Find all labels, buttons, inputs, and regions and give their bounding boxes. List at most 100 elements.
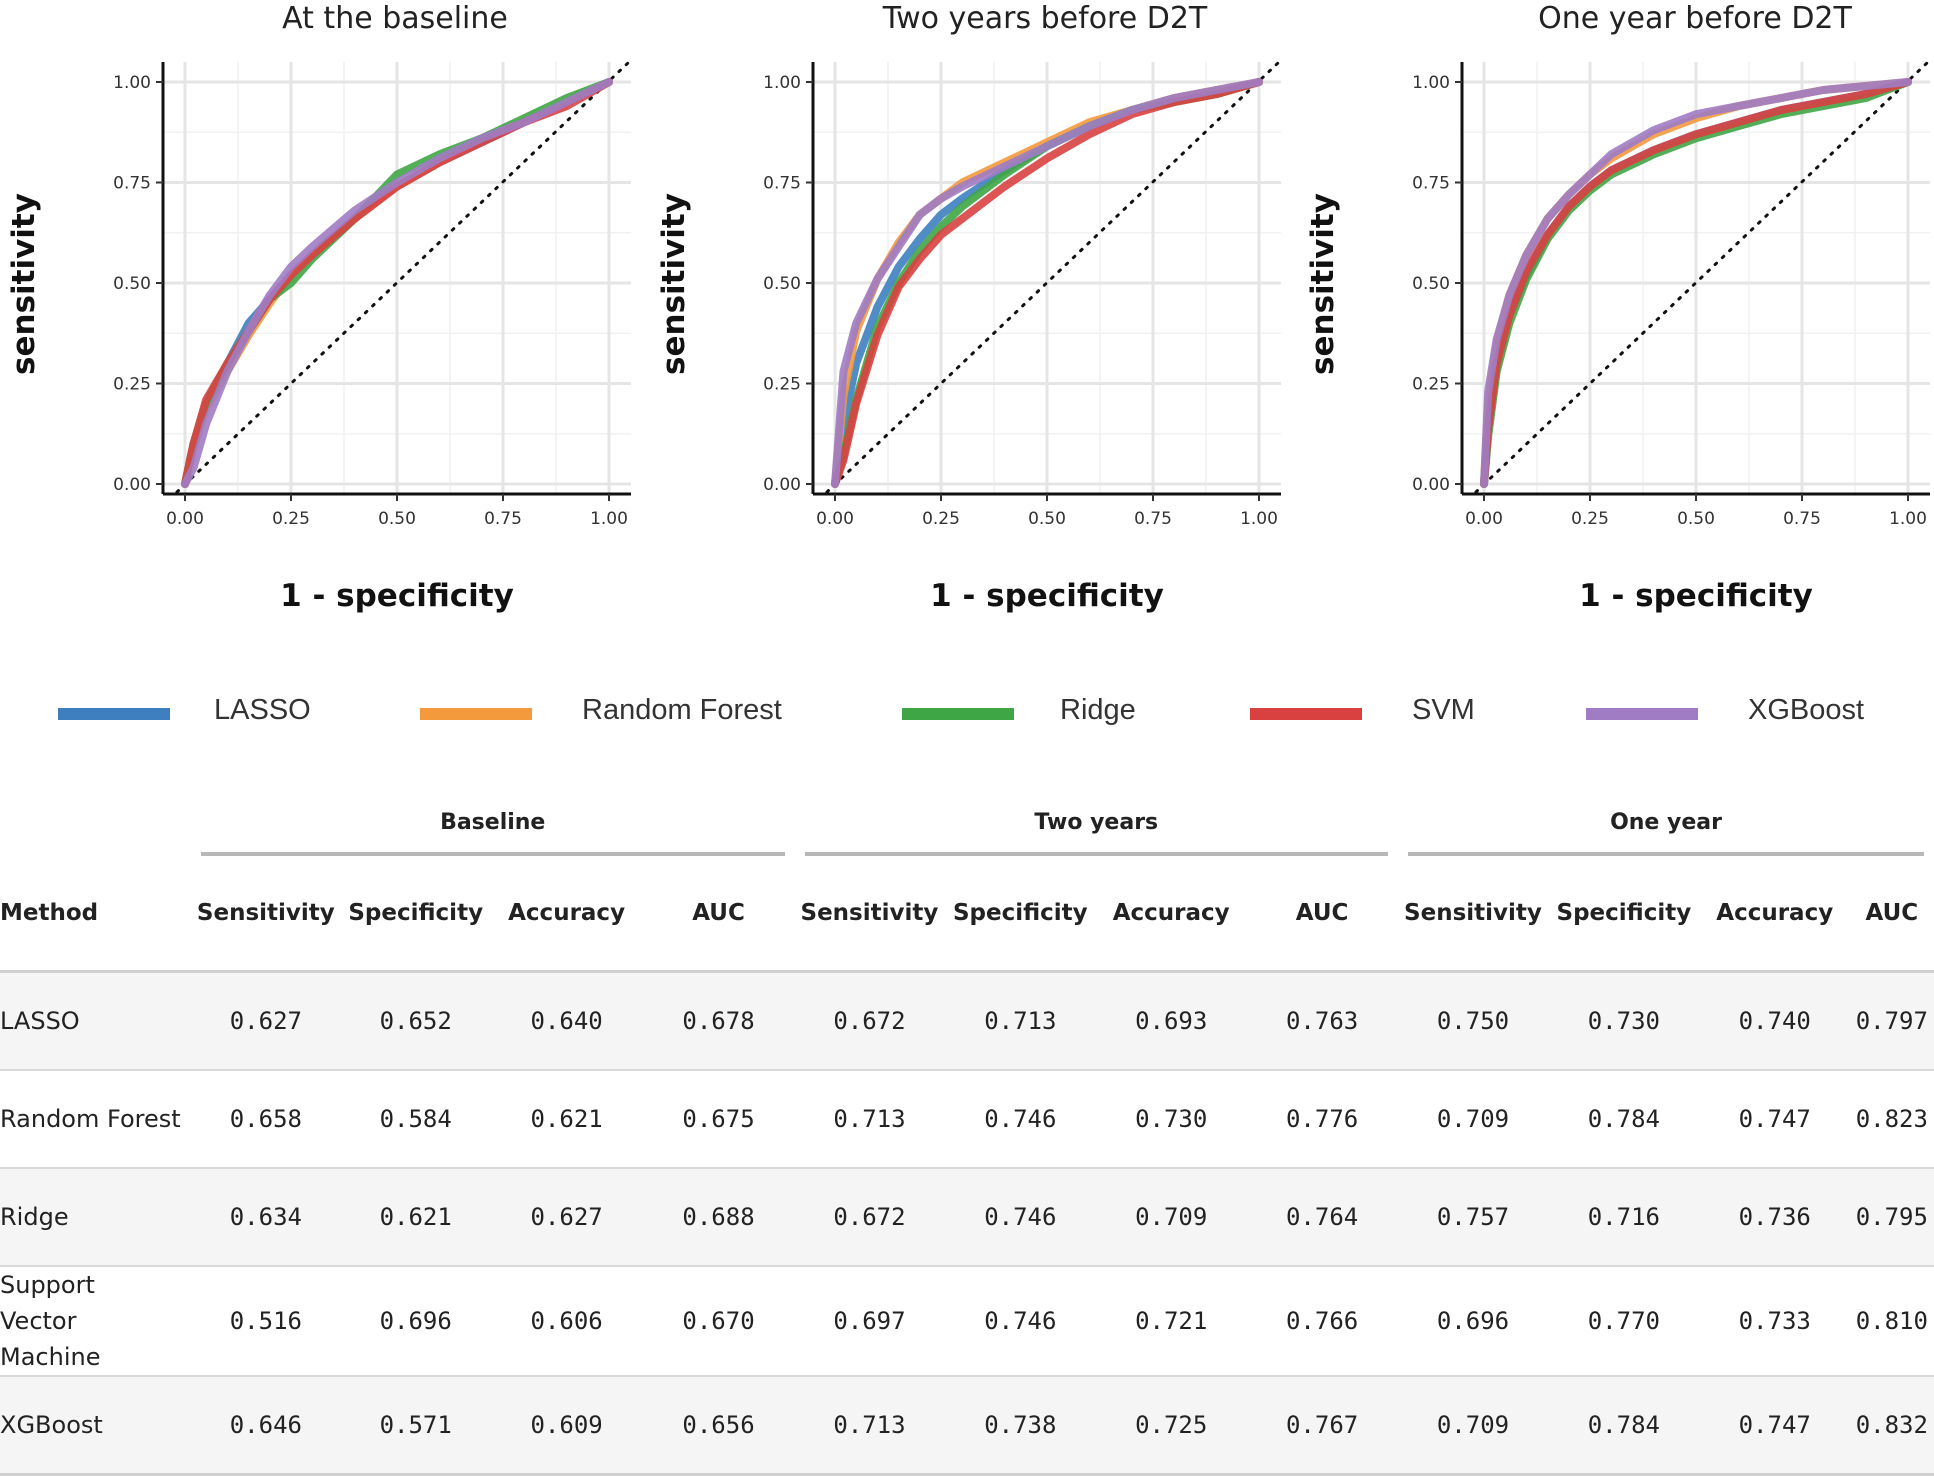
y-axis-label: sensitivity [1305,193,1341,375]
y-tick-label: 0.25 [113,375,151,395]
value-cell: 0.709 [1096,1168,1247,1267]
value-cell: 0.784 [1547,1376,1700,1476]
chart-title: Two years before D2T [882,1,1208,36]
x-tick-label: 1.00 [1240,509,1278,529]
value-cell: 0.672 [794,1168,945,1267]
legend-swatch-ridge [902,708,1014,720]
value-cell: 0.746 [944,1070,1097,1169]
value-cell: 0.675 [642,1070,795,1169]
x-tick-label: 0.75 [1783,509,1821,529]
y-tick-label: 0.25 [1412,375,1450,395]
value-cell: 0.823 [1849,1070,1934,1169]
value-cell: 0.763 [1246,971,1399,1071]
value-cell: 0.693 [1096,971,1247,1071]
column-header-sensitivity: Sensitivity [1398,856,1548,973]
x-tick-label: 0.25 [272,509,310,529]
table-row: Support Vector Machine 0.516 0.696 0.606 0.6… [0,1266,1934,1377]
value-cell: 0.736 [1699,1168,1850,1267]
value-cell: 0.627 [490,1168,643,1267]
value-cell: 0.795 [1849,1168,1934,1267]
column-header-auc: AUC [1849,856,1934,973]
y-tick-label: 1.00 [1412,73,1450,93]
value-cell: 0.766 [1246,1266,1399,1377]
reference-diagonal-line [175,60,631,494]
x-tick-label: 0.75 [1134,509,1172,529]
x-tick-label: 0.75 [484,509,522,529]
value-cell: 0.776 [1246,1070,1399,1169]
table-row: LASSO 0.627 0.652 0.640 0.678 0.672 0.713 0.693… [0,971,1934,1071]
group-header-row: Baseline Two years One year [0,788,1934,856]
legend-swatch-xgboost [1586,708,1698,720]
x-axis-label: 1 - specificity [1579,578,1813,614]
value-cell: 0.730 [1547,971,1700,1071]
x-tick-label: 1.00 [1889,509,1927,529]
y-axis-label: sensitivity [656,193,692,375]
roc-curve-xgboost [1480,78,1912,488]
value-cell: 0.627 [190,971,341,1071]
x-axis-label: 1 - specificity [280,578,514,614]
table-row: Ridge 0.634 0.621 0.627 0.688 0.672 0.746 0.709… [0,1168,1934,1267]
value-cell: 0.656 [642,1376,795,1476]
value-cell: 0.621 [340,1168,491,1267]
value-cell: 0.713 [794,1376,945,1476]
column-header-sensitivity: Sensitivity [190,856,341,973]
value-cell: 0.750 [1398,971,1548,1071]
method-cell: Ridge [0,1168,191,1267]
roc-charts: 0.00 0.00 0.25 0.25 0.50 0.50 0.75 0.75 1.00 1.00… [0,0,1934,640]
table-row: Random Forest 0.658 0.584 0.621 0.675 0.713 0.… [0,1070,1934,1169]
x-tick-label: 0.50 [1677,509,1715,529]
method-cell: XGBoost [0,1376,191,1476]
legend: LASSO Random Forest Ridge SVM XGBoost [0,672,1934,756]
column-header-specificity: Specificity [944,856,1097,973]
y-tick-label: 0.75 [763,174,801,194]
value-cell: 0.609 [490,1376,643,1476]
x-tick-label: 0.00 [166,509,204,529]
value-cell: 0.672 [794,971,945,1071]
y-tick-label: 0.50 [763,274,801,294]
value-cell: 0.516 [190,1266,341,1377]
value-cell: 0.713 [794,1070,945,1169]
value-cell: 0.606 [490,1266,643,1377]
value-cell: 0.696 [340,1266,491,1377]
value-cell: 0.747 [1699,1070,1850,1169]
y-tick-label: 0.75 [113,174,151,194]
x-tick-label: 0.00 [816,509,854,529]
group-underline [804,852,1389,856]
value-cell: 0.584 [340,1070,491,1169]
legend-label-random-forest: Random Forest [582,694,782,726]
roc-curve-svm [1480,78,1912,488]
value-cell: 0.740 [1699,971,1850,1071]
table-row: XGBoost 0.646 0.571 0.609 0.656 0.713 0.738 0.7… [0,1376,1934,1476]
legend-label-xgboost: XGBoost [1748,694,1865,726]
value-cell: 0.716 [1547,1168,1700,1267]
value-cell: 0.709 [1398,1376,1548,1476]
value-cell: 0.621 [490,1070,643,1169]
roc-curve-xgboost [181,78,613,488]
value-cell: 0.713 [944,971,1097,1071]
y-tick-label: 0.50 [113,274,151,294]
x-tick-label: 0.50 [1028,509,1066,529]
x-tick-label: 0.25 [1571,509,1609,529]
roc-curve-xgboost [831,78,1263,488]
value-cell: 0.696 [1398,1266,1548,1377]
value-cell: 0.730 [1096,1070,1247,1169]
value-cell: 0.738 [944,1376,1097,1476]
value-cell: 0.709 [1398,1070,1548,1169]
group-header-baseline: Baseline [191,788,795,856]
x-tick-label: 0.00 [1465,509,1503,529]
method-cell: Support Vector Machine [0,1266,191,1377]
group-label-one-year: One year [1610,809,1722,835]
y-tick-label: 0.50 [1412,274,1450,294]
value-cell: 0.764 [1246,1168,1399,1267]
group-label-baseline: Baseline [440,809,546,835]
value-cell: 0.746 [944,1266,1097,1377]
x-tick-label: 0.50 [378,509,416,529]
column-header-row: Method Sensitivity Specificity Accuracy … [0,856,1934,973]
chart-title: One year before D2T [1538,1,1852,36]
value-cell: 0.832 [1849,1376,1934,1476]
roc-chart-svg: 0.00 0.00 0.25 0.25 0.50 0.50 0.75 0.75 1.00 1.00… [6,1,1930,614]
value-cell: 0.746 [944,1168,1097,1267]
reference-diagonal-line [1474,60,1930,494]
value-cell: 0.747 [1699,1376,1850,1476]
y-tick-label: 0.75 [1412,174,1450,194]
